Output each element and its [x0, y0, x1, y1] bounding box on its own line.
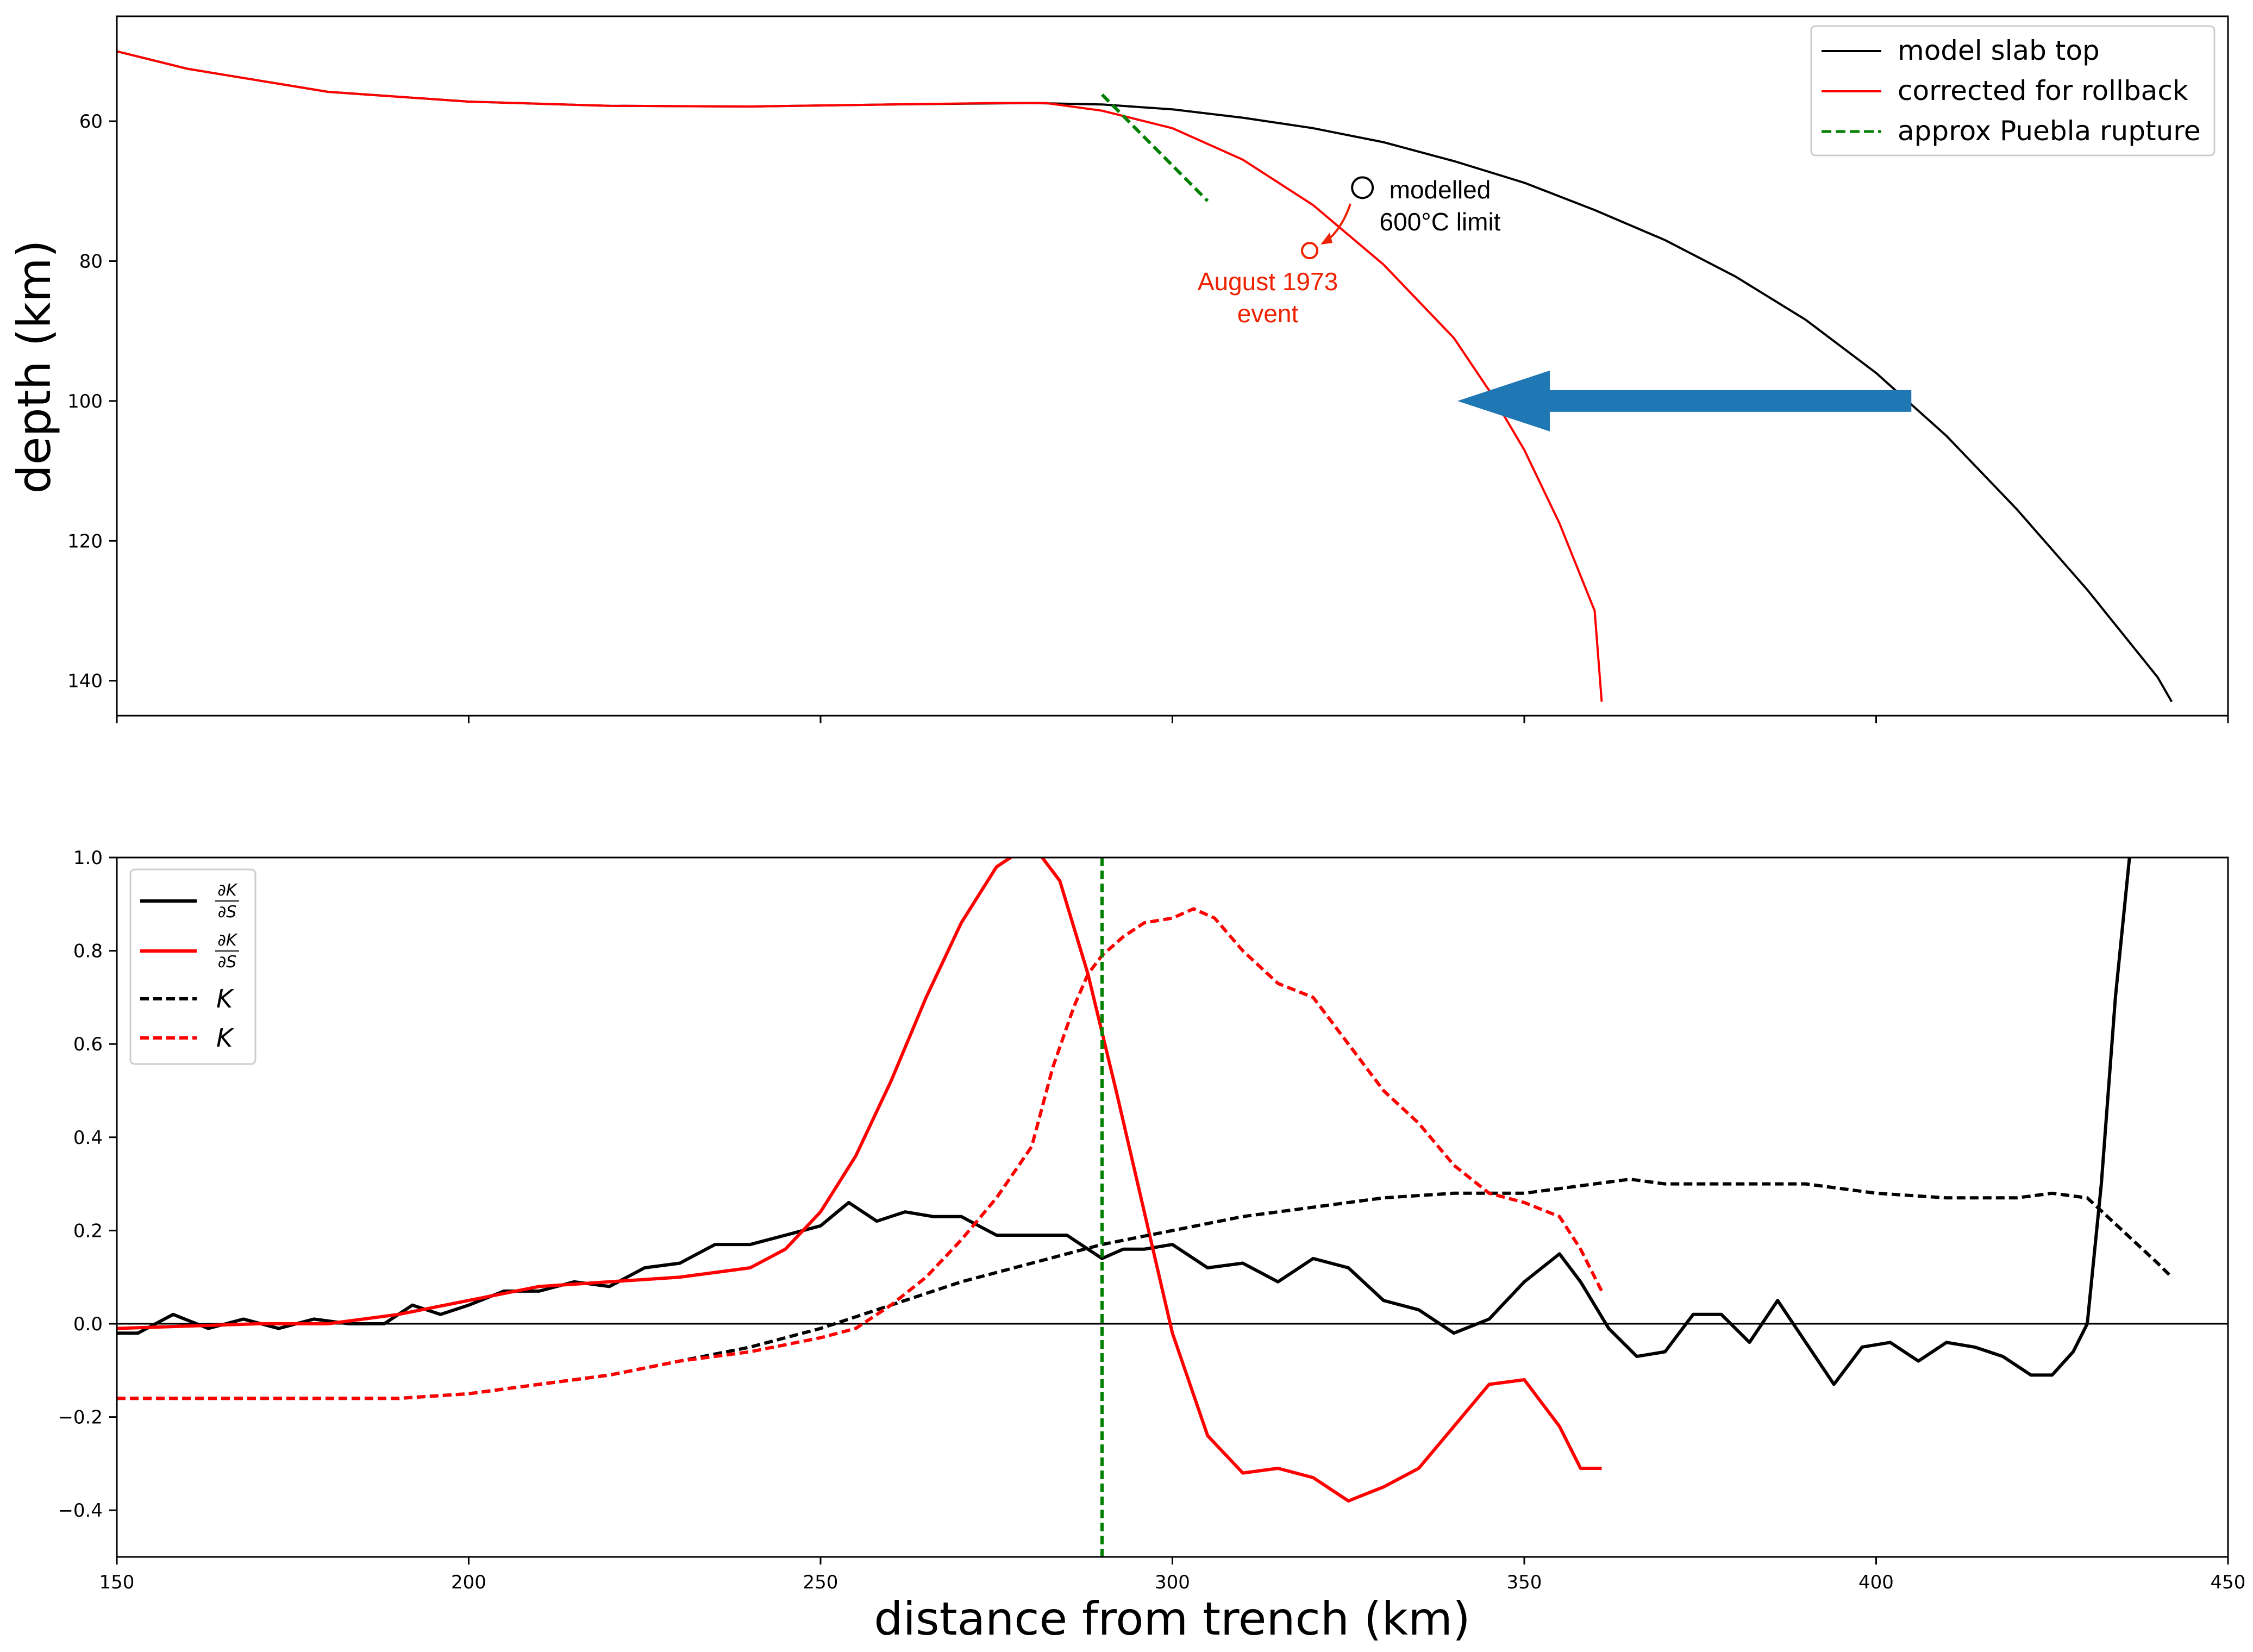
annotation-august-line1: August 1973: [1198, 267, 1338, 296]
svg-text:∂S: ∂S: [218, 903, 237, 922]
bottom-legend-frame: [129, 868, 256, 1065]
svg-text:∂K: ∂K: [217, 881, 238, 900]
bottom-y-tick-label: −0.4: [58, 1500, 103, 1522]
svg-text:∂K: ∂K: [217, 931, 238, 950]
series-line-k-black: [117, 1178, 2173, 1400]
series-line-corrected-for-rollback: [117, 50, 1603, 702]
legend-label-dkds-black: ∂K ∂S: [215, 881, 239, 922]
bottom-panel-curvature: 1.0 0.8 0.6 0.4 0.2 0.0 −0.2 −0.4 150 200 250 300 35…: [58, 847, 2245, 1645]
top-axis-ticks: 60 80 100 120 140: [67, 111, 2229, 723]
bottom-x-tick-label: 450: [2211, 1572, 2246, 1593]
bottom-x-tick-label: 300: [1155, 1572, 1190, 1593]
top-y-axis-label: depth (km): [8, 240, 61, 493]
legend-label-puebla-rupture: approx Puebla rupture: [1898, 115, 2201, 147]
series-line-dkds-red: [117, 858, 1602, 1503]
bottom-y-tick-label: 0.6: [73, 1034, 103, 1055]
series-line-dkds-black: [117, 858, 2131, 1386]
marker-modelled-limit: [1351, 176, 1374, 199]
bottom-y-tick-label: 0.0: [73, 1313, 103, 1335]
top-panel-slab-depth: 60 80 100 120 140 depth (km) modelled 600°C …: [8, 15, 2229, 723]
bottom-legend: ∂K ∂S ∂K ∂S K K: [129, 868, 256, 1065]
top-plot-area: [117, 50, 2173, 703]
top-y-tick-label: 100: [67, 391, 103, 412]
top-y-tick-label: 120: [67, 530, 103, 552]
legend-label-model-slab-top: model slab top: [1898, 35, 2100, 66]
annotation-modelled-line1: modelled: [1390, 176, 1491, 204]
rollback-arrow: [1457, 370, 1912, 431]
legend-label-k-black: K: [216, 984, 235, 1013]
svg-text:∂S: ∂S: [218, 953, 237, 972]
bottom-y-tick-label: −0.2: [58, 1407, 103, 1429]
bottom-x-tick-label: 350: [1507, 1572, 1542, 1593]
marker-august-1973: [1301, 242, 1319, 260]
legend-label-corrected-for-rollback: corrected for rollback: [1898, 75, 2188, 107]
bottom-axis-ticks: 1.0 0.8 0.6 0.4 0.2 0.0 −0.2 −0.4 150 200 250 300 35…: [58, 847, 2245, 1593]
top-annotations: modelled 600°C limit August 1973 event: [1198, 176, 1501, 328]
bottom-plot-area: [117, 858, 2228, 1557]
bottom-y-tick-label: 0.8: [73, 941, 103, 962]
top-legend: model slab top corrected for rollback ap…: [1810, 25, 2216, 157]
bottom-x-axis-label: distance from trench (km): [874, 1592, 1470, 1645]
series-line-approx-puebla-rupture: [1100, 93, 1209, 202]
bottom-x-tick-label: 150: [99, 1572, 135, 1593]
bottom-x-tick-label: 200: [451, 1572, 486, 1593]
series-line-k-red: [117, 907, 1604, 1400]
bottom-y-tick-label: 0.4: [73, 1127, 103, 1149]
top-legend-frame: [1810, 25, 2216, 157]
bottom-x-tick-label: 400: [1858, 1572, 1894, 1593]
top-y-tick-label: 140: [67, 671, 103, 692]
annotation-august-line2: event: [1237, 299, 1299, 328]
top-y-tick-label: 60: [79, 111, 103, 133]
top-y-tick-label: 80: [79, 251, 103, 272]
legend-label-dkds-red: ∂K ∂S: [215, 931, 239, 972]
bottom-x-tick-label: 250: [803, 1572, 838, 1593]
bottom-y-tick-label: 1.0: [73, 847, 103, 869]
legend-label-k-red: K: [216, 1023, 235, 1053]
annotation-arrowhead: [1320, 233, 1332, 245]
annotation-modelled-line2: 600°C limit: [1380, 208, 1501, 236]
bottom-y-tick-label: 0.2: [73, 1220, 103, 1242]
